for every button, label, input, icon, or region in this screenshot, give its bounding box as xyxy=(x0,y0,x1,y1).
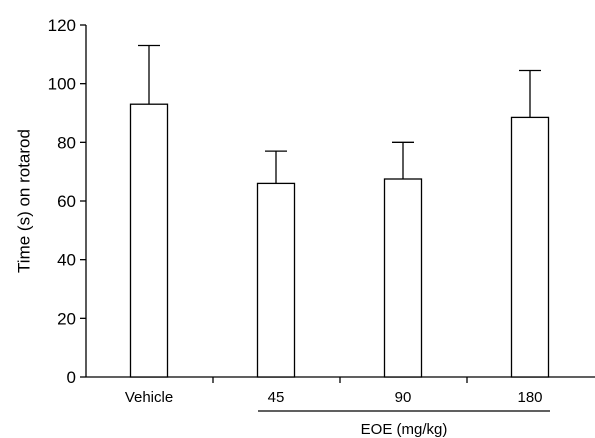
group-label: EOE (mg/kg) xyxy=(361,421,448,438)
group-bracket: EOE (mg/kg) xyxy=(258,410,550,438)
x-tick-label: 90 xyxy=(395,389,412,406)
bar xyxy=(510,116,550,378)
y-tick-label: 80 xyxy=(57,133,76,152)
x-tick-label: 180 xyxy=(517,389,542,406)
y-tick-label: 60 xyxy=(57,192,76,211)
y-tick-label: 0 xyxy=(67,368,76,387)
bar xyxy=(129,103,169,378)
bar xyxy=(256,182,296,378)
x-tick-label: 45 xyxy=(268,389,285,406)
y-tick-label: 100 xyxy=(48,75,76,94)
bar xyxy=(383,178,423,378)
y-tick-label: 120 xyxy=(48,16,76,35)
y-tick-label: 20 xyxy=(57,309,76,328)
x-tick-label: Vehicle xyxy=(125,389,173,406)
bars xyxy=(129,44,550,378)
y-axis-title: Time (s) on rotarod xyxy=(14,129,33,273)
y-axis: 0 20 40 60 80 100 120 xyxy=(48,16,87,387)
x-axis: Vehicle 45 90 180 xyxy=(86,376,595,406)
y-tick-label: 40 xyxy=(57,251,76,270)
